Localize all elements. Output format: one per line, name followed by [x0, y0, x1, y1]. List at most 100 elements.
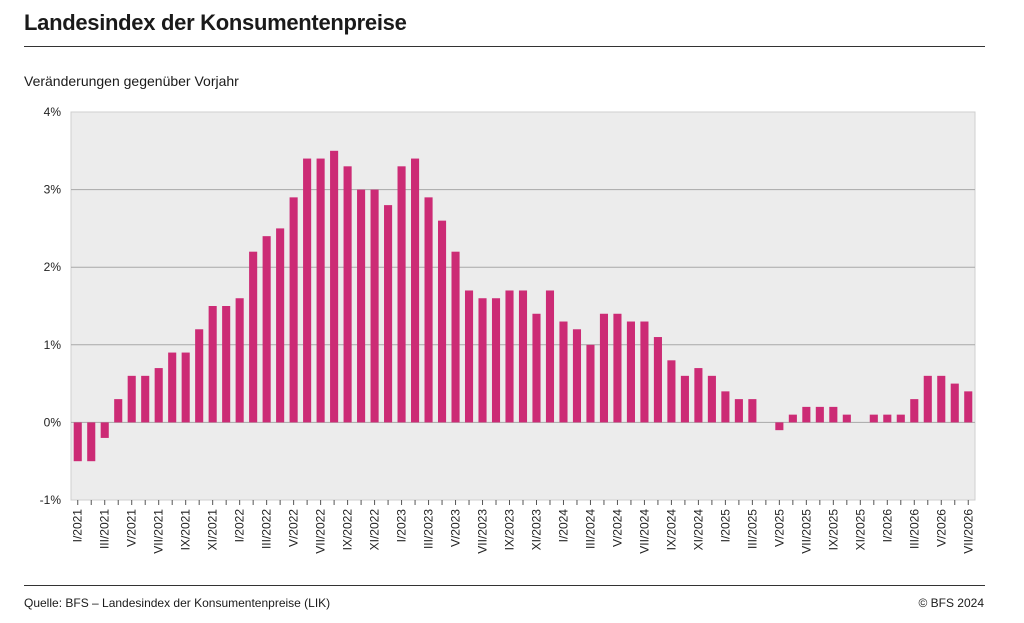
bar [411, 158, 420, 423]
bar [923, 375, 932, 423]
bar [842, 414, 851, 423]
bar [721, 391, 730, 423]
bar [680, 375, 689, 423]
bar [168, 352, 177, 423]
x-tick-label: I/2022 [233, 509, 247, 543]
bar [262, 236, 271, 423]
x-axis-ticks: I/2021 III/2021 V/2021 VII/2021 IX/2021 XI/20… [71, 500, 975, 554]
bar [208, 306, 217, 423]
bar [357, 189, 366, 423]
bar [748, 399, 757, 423]
bar [384, 205, 393, 423]
x-tick-label: IX/2022 [341, 509, 355, 551]
bar [87, 422, 96, 462]
x-tick-label: XI/2023 [529, 509, 543, 551]
bar [815, 406, 824, 423]
bar [276, 228, 285, 423]
x-tick-label: VII/2023 [476, 509, 490, 554]
chart-subtitle: Veränderungen gegenüber Vorjahr [24, 73, 239, 89]
x-tick-label: VII/2022 [314, 509, 328, 554]
bar [694, 368, 703, 423]
y-axis-ticks: -1% 0% 1% 2% 3% 4% [40, 105, 62, 507]
y-tick-label: 4% [44, 105, 62, 119]
bar [100, 422, 109, 438]
bar [181, 352, 190, 423]
bar-chart: -1% 0% 1% 2% 3% 4% I/2021 III/2021 V/2021 VII/20… [40, 105, 976, 554]
x-tick-label: I/2026 [880, 509, 894, 543]
bar [330, 150, 339, 423]
x-tick-label: III/2024 [583, 509, 597, 549]
bar [950, 383, 959, 423]
bar [491, 298, 501, 423]
bar [478, 298, 487, 423]
x-tick-label: V/2025 [772, 509, 786, 547]
bar [141, 375, 150, 423]
bar [249, 251, 258, 423]
bar [532, 313, 541, 423]
x-tick-label: I/2021 [71, 509, 85, 543]
bars [73, 150, 973, 462]
x-tick-label: I/2025 [718, 509, 732, 543]
x-tick-label: I/2024 [556, 509, 570, 543]
bottom-divider [24, 585, 985, 586]
x-tick-label: XI/2025 [853, 509, 867, 551]
bar [343, 166, 352, 423]
bar [964, 391, 973, 423]
y-tick-label: -1% [40, 493, 62, 507]
bar [397, 166, 406, 423]
y-tick-label: 3% [44, 183, 62, 197]
x-tick-label: XI/2024 [691, 509, 705, 551]
x-tick-label: III/2026 [907, 509, 921, 549]
bar [235, 298, 244, 423]
x-tick-label: III/2022 [260, 509, 274, 549]
x-tick-label: V/2023 [449, 509, 463, 547]
x-tick-label: I/2023 [395, 509, 409, 543]
x-tick-label: XI/2021 [206, 509, 220, 551]
x-tick-label: IX/2025 [826, 509, 840, 551]
top-divider [24, 46, 985, 47]
bar [559, 321, 568, 423]
bar [464, 290, 474, 423]
x-tick-label: V/2024 [610, 509, 624, 547]
bar [572, 329, 582, 423]
x-tick-label: IX/2021 [179, 509, 193, 551]
bar [775, 422, 784, 431]
x-tick-label: III/2023 [422, 509, 436, 549]
bar [707, 375, 716, 423]
chart-title: Landesindex der Konsumentenpreise [24, 10, 407, 35]
bar [653, 337, 662, 423]
bar [370, 189, 379, 423]
bar [626, 321, 635, 423]
bar [802, 406, 811, 423]
x-tick-label: IX/2023 [503, 509, 517, 551]
x-tick-label: V/2022 [287, 509, 301, 547]
bar [437, 220, 447, 423]
bar [195, 329, 204, 423]
y-tick-label: 1% [44, 338, 62, 352]
bar [505, 290, 514, 423]
y-tick-label: 0% [44, 415, 62, 429]
bar [451, 251, 460, 423]
bar [73, 422, 82, 462]
x-tick-label: VII/2026 [961, 509, 975, 554]
bar [424, 197, 433, 423]
bar [545, 290, 555, 423]
x-tick-label: V/2021 [125, 509, 139, 547]
x-tick-label: III/2025 [745, 509, 759, 549]
bar [883, 414, 892, 423]
bar [154, 368, 163, 423]
source-note: Quelle: BFS – Landesindex der Konsumente… [24, 596, 331, 610]
bar [303, 158, 312, 423]
x-tick-label: V/2026 [934, 509, 948, 547]
bar [869, 414, 878, 423]
copyright-note: © BFS 2024 [918, 596, 984, 610]
bar [896, 414, 905, 423]
bar [222, 306, 231, 423]
bar [586, 344, 595, 423]
bar [910, 399, 919, 423]
bar [613, 313, 622, 423]
y-tick-label: 2% [44, 260, 62, 274]
x-tick-label: VII/2021 [152, 509, 166, 554]
bar [829, 406, 838, 423]
bar [667, 360, 676, 423]
